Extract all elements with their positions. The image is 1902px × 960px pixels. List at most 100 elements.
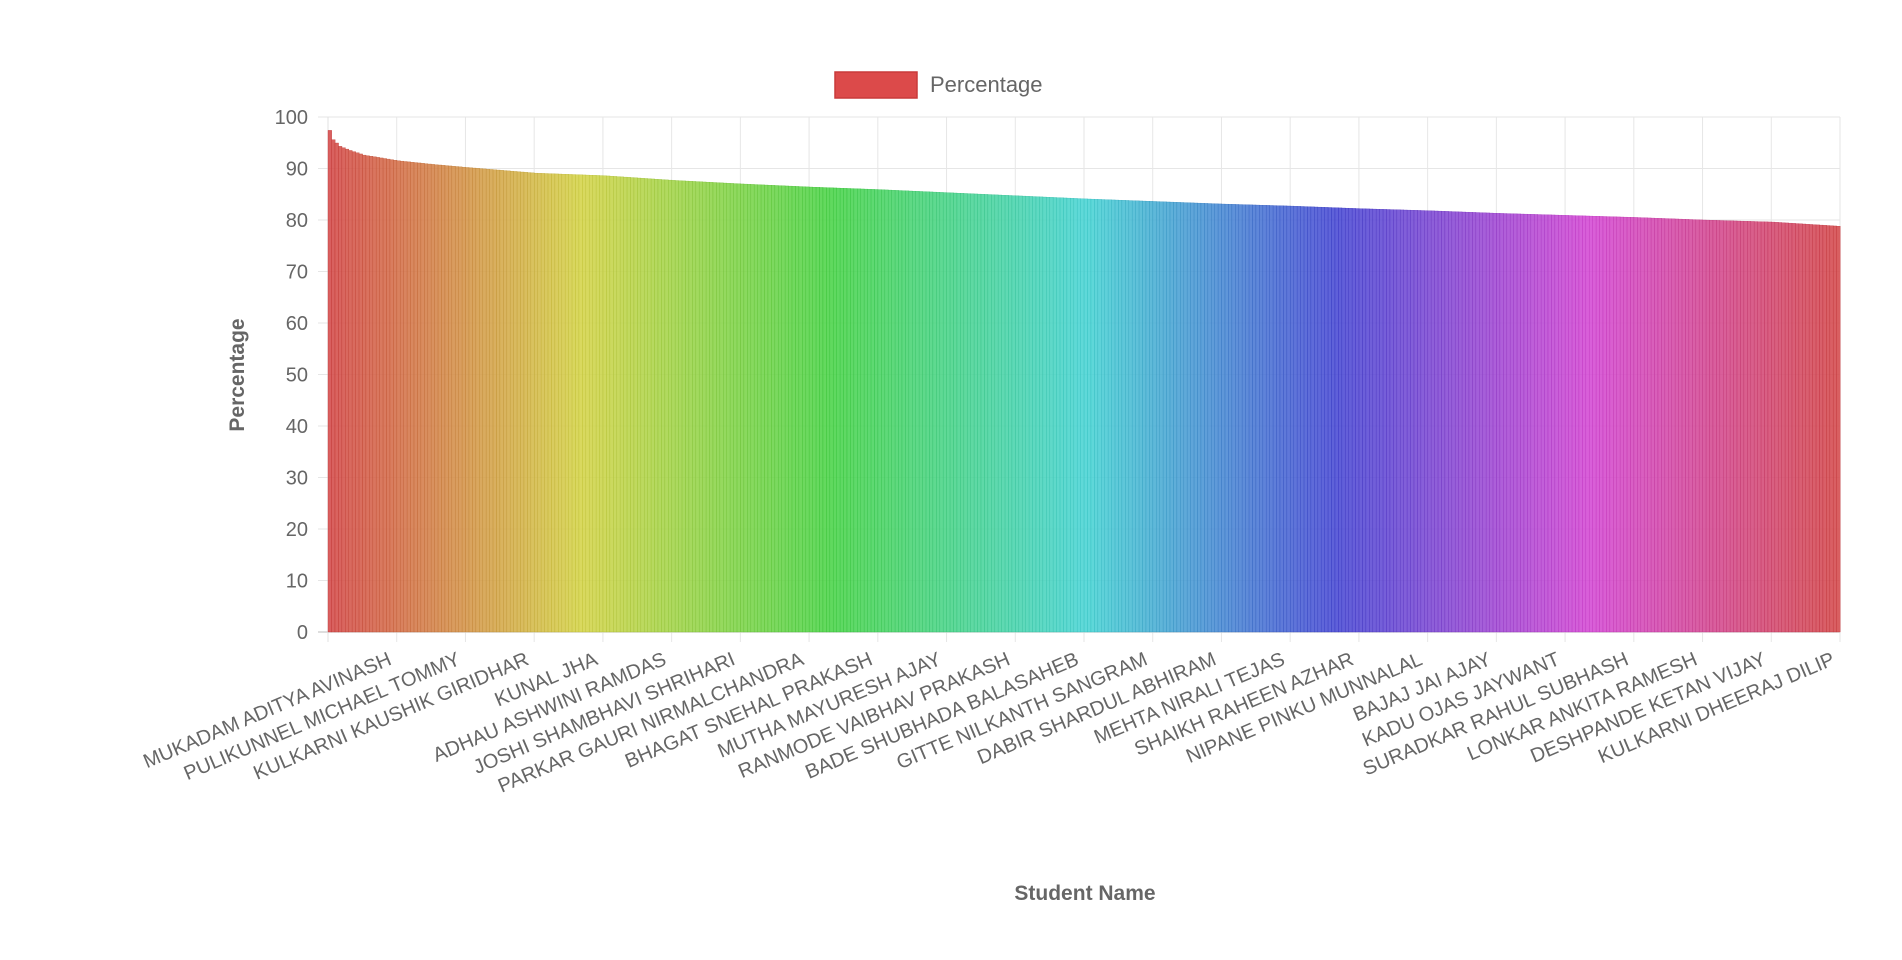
bar[interactable] bbox=[609, 175, 614, 633]
bar[interactable] bbox=[960, 193, 965, 633]
bar[interactable] bbox=[547, 173, 552, 633]
bar[interactable] bbox=[1592, 216, 1597, 633]
bar[interactable] bbox=[815, 187, 820, 633]
bar[interactable] bbox=[420, 163, 425, 633]
bar[interactable] bbox=[1722, 220, 1728, 633]
bar[interactable] bbox=[1028, 196, 1033, 633]
bar[interactable] bbox=[369, 156, 374, 633]
bar[interactable] bbox=[1204, 203, 1209, 633]
bar[interactable] bbox=[1671, 218, 1676, 633]
bar[interactable] bbox=[932, 191, 937, 633]
bar[interactable] bbox=[623, 176, 628, 633]
bar[interactable] bbox=[389, 159, 394, 633]
bar[interactable] bbox=[1314, 206, 1319, 633]
bar[interactable] bbox=[564, 174, 569, 633]
bar[interactable] bbox=[571, 174, 576, 633]
bar[interactable] bbox=[1802, 223, 1807, 633]
bar[interactable] bbox=[1516, 213, 1521, 633]
bar[interactable] bbox=[592, 175, 597, 633]
bar[interactable] bbox=[1011, 195, 1016, 633]
bar[interactable] bbox=[1393, 209, 1398, 633]
bar[interactable] bbox=[544, 173, 549, 633]
bar[interactable] bbox=[451, 166, 456, 633]
bar[interactable] bbox=[764, 184, 769, 633]
bar[interactable] bbox=[939, 192, 944, 633]
bar[interactable] bbox=[1365, 208, 1370, 633]
bar[interactable] bbox=[1630, 217, 1635, 633]
bar[interactable] bbox=[1042, 196, 1047, 633]
bar[interactable] bbox=[1015, 195, 1020, 633]
bar[interactable] bbox=[1441, 211, 1446, 633]
bar[interactable] bbox=[791, 186, 796, 633]
bar[interactable] bbox=[1386, 209, 1391, 633]
bar[interactable] bbox=[1815, 224, 1820, 633]
bar[interactable] bbox=[1664, 218, 1669, 633]
bar[interactable] bbox=[606, 175, 611, 633]
bar[interactable] bbox=[506, 170, 511, 633]
bar[interactable] bbox=[1506, 213, 1511, 633]
bar[interactable] bbox=[444, 165, 449, 633]
bar[interactable] bbox=[520, 171, 525, 633]
bar[interactable] bbox=[850, 188, 855, 633]
bar[interactable] bbox=[1826, 225, 1831, 633]
bar[interactable] bbox=[1001, 195, 1006, 633]
bar[interactable] bbox=[949, 192, 954, 633]
bar[interactable] bbox=[1832, 225, 1837, 633]
bar[interactable] bbox=[1224, 203, 1229, 633]
bar[interactable] bbox=[1640, 217, 1645, 633]
bar[interactable] bbox=[558, 173, 563, 633]
bar[interactable] bbox=[1338, 207, 1343, 633]
bar[interactable] bbox=[1252, 204, 1257, 633]
bar[interactable] bbox=[1767, 221, 1772, 633]
bar[interactable] bbox=[1468, 212, 1473, 633]
bar[interactable] bbox=[1530, 214, 1535, 633]
bar[interactable] bbox=[527, 172, 532, 633]
bar[interactable] bbox=[410, 162, 415, 633]
bar[interactable] bbox=[647, 178, 652, 633]
bar[interactable] bbox=[588, 175, 594, 633]
bar[interactable] bbox=[736, 183, 741, 633]
bar[interactable] bbox=[633, 177, 638, 633]
bar[interactable] bbox=[1052, 197, 1057, 633]
bar[interactable] bbox=[403, 161, 408, 633]
bar[interactable] bbox=[1214, 203, 1219, 633]
bar[interactable] bbox=[1351, 208, 1356, 633]
bar[interactable] bbox=[1705, 219, 1710, 633]
bar[interactable] bbox=[1207, 203, 1212, 633]
bar[interactable] bbox=[616, 176, 621, 633]
bar[interactable] bbox=[1647, 217, 1652, 633]
bar[interactable] bbox=[1193, 202, 1198, 633]
bar[interactable] bbox=[1094, 199, 1099, 633]
bar[interactable] bbox=[695, 181, 700, 633]
bar[interactable] bbox=[1327, 207, 1332, 633]
bar[interactable] bbox=[492, 169, 497, 633]
bar[interactable] bbox=[877, 189, 882, 633]
bar[interactable] bbox=[984, 194, 989, 633]
bar[interactable] bbox=[905, 190, 910, 633]
bar[interactable] bbox=[980, 194, 985, 633]
bar[interactable] bbox=[936, 192, 941, 633]
bar[interactable] bbox=[1454, 211, 1459, 633]
bar[interactable] bbox=[1668, 218, 1673, 633]
bar[interactable] bbox=[1829, 225, 1834, 633]
bar[interactable] bbox=[406, 161, 411, 633]
bar[interactable] bbox=[1764, 221, 1769, 633]
bar[interactable] bbox=[726, 183, 731, 633]
bar[interactable] bbox=[375, 157, 380, 633]
bar[interactable] bbox=[417, 162, 422, 633]
bar[interactable] bbox=[1317, 206, 1322, 633]
bar[interactable] bbox=[1348, 208, 1353, 633]
bar[interactable] bbox=[1750, 221, 1755, 633]
bar[interactable] bbox=[805, 186, 810, 633]
bar[interactable] bbox=[568, 174, 573, 633]
bar[interactable] bbox=[1087, 198, 1092, 633]
bar[interactable] bbox=[1396, 209, 1401, 633]
bar[interactable] bbox=[1032, 196, 1037, 633]
bar[interactable] bbox=[826, 187, 831, 633]
bar[interactable] bbox=[372, 156, 377, 633]
bar[interactable] bbox=[341, 147, 346, 633]
bar[interactable] bbox=[465, 167, 470, 633]
bar[interactable] bbox=[1489, 212, 1494, 633]
bar[interactable] bbox=[499, 170, 504, 633]
bar[interactable] bbox=[1238, 204, 1243, 633]
